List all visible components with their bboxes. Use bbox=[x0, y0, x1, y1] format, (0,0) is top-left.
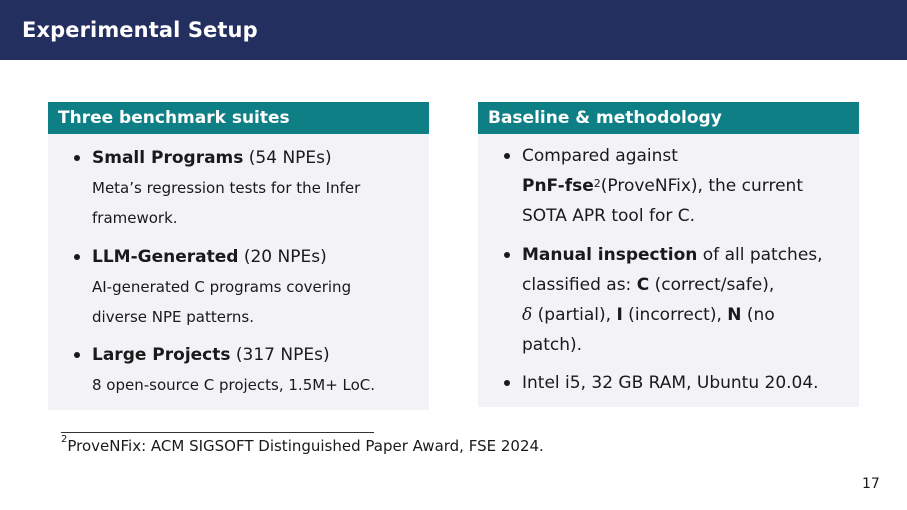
item-title-line: LLM-Generated (20 NPEs) bbox=[92, 242, 351, 272]
benchmark-suites-header: Three benchmark suites bbox=[48, 102, 429, 134]
bullet-icon bbox=[504, 252, 510, 258]
list-item-hardware: Intel i5, 32 GB RAM, Ubuntu 20.04. bbox=[504, 368, 819, 398]
item-desc: diverse NPE patterns. bbox=[92, 308, 254, 326]
class-c-desc: (correct/safe), bbox=[649, 275, 775, 295]
class-delta-desc: (partial), bbox=[532, 305, 617, 325]
list-item-llm-generated: LLM-Generated (20 NPEs) AI-generated C p… bbox=[74, 242, 352, 332]
item-count: (20 NPEs) bbox=[243, 247, 327, 267]
slide-title: Experimental Setup bbox=[22, 18, 258, 42]
footnote-mark: 2 bbox=[593, 177, 601, 190]
inspection-line-1: Manual inspection of all patches, bbox=[522, 240, 823, 270]
footnote-text: ProveNFix: ACM SIGSOFT Distinguished Pap… bbox=[67, 437, 544, 455]
bullet-icon bbox=[74, 254, 80, 260]
footnote-number: 2 bbox=[61, 434, 68, 445]
class-delta: δ bbox=[522, 305, 533, 325]
inspection-bold: Manual inspection bbox=[522, 245, 698, 265]
hardware-text: Intel i5, 32 GB RAM, Ubuntu 20.04. bbox=[522, 373, 819, 393]
bullet-icon bbox=[74, 155, 80, 161]
item-name: Large Projects bbox=[92, 345, 231, 365]
class-i: I bbox=[616, 305, 623, 325]
bullet-icon bbox=[504, 153, 510, 159]
footnote: 2ProveNFix: ACM SIGSOFT Distinguished Pa… bbox=[61, 434, 544, 455]
item-title-line: Small Programs (54 NPEs) bbox=[92, 143, 360, 173]
page-number: 17 bbox=[862, 476, 880, 492]
item-desc: Meta’s regression tests for the Infer bbox=[92, 179, 361, 197]
list-item-small-programs: Small Programs (54 NPEs) Meta’s regressi… bbox=[74, 143, 361, 233]
bullet-icon bbox=[504, 380, 510, 386]
footnote-divider bbox=[61, 432, 374, 433]
baseline-line-3: SOTA APR tool for C. bbox=[522, 206, 696, 226]
bullet-icon bbox=[74, 352, 80, 358]
methodology-block: Baseline & methodology Compared against … bbox=[478, 102, 859, 407]
methodology-header: Baseline & methodology bbox=[478, 102, 859, 134]
inspection-line-3: δ (partial), I (incorrect), N (no bbox=[522, 300, 823, 330]
inspection-line-4: patch). bbox=[522, 335, 583, 355]
title-bar: Experimental Setup bbox=[0, 0, 907, 60]
class-i-desc: (incorrect), bbox=[622, 305, 728, 325]
item-desc: AI-generated C programs covering bbox=[92, 278, 352, 296]
class-n-desc: (no bbox=[741, 305, 775, 325]
baseline-line-2-rest: (ProveNFix), the current bbox=[600, 176, 803, 196]
item-desc: 8 open-source C projects, 1.5M+ LoC. bbox=[92, 376, 376, 394]
item-count: (54 NPEs) bbox=[248, 148, 332, 168]
classified-as-label: classified as: bbox=[522, 275, 637, 295]
inspection-line-2: classified as: C (correct/safe), bbox=[522, 270, 823, 300]
inspection-line-1-rest: of all patches, bbox=[697, 245, 823, 265]
list-item-manual-inspection: Manual inspection of all patches, classi… bbox=[504, 240, 823, 360]
class-c: C bbox=[636, 275, 650, 295]
class-n: N bbox=[727, 305, 742, 325]
item-count: (317 NPEs) bbox=[235, 345, 330, 365]
item-name: LLM-Generated bbox=[92, 247, 239, 267]
item-desc: framework. bbox=[92, 209, 178, 227]
list-item-baseline: Compared against PnF-fse2(ProveNFix), th… bbox=[504, 141, 803, 231]
item-title-line: Large Projects (317 NPEs) bbox=[92, 340, 375, 370]
list-item-large-projects: Large Projects (317 NPEs) 8 open-source … bbox=[74, 340, 376, 400]
item-name: Small Programs bbox=[92, 148, 244, 168]
benchmark-suites-block: Three benchmark suites Small Programs (5… bbox=[48, 102, 429, 410]
baseline-line-1: Compared against bbox=[522, 146, 678, 166]
tool-name: PnF-fse bbox=[522, 176, 594, 196]
baseline-line-2: PnF-fse2(ProveNFix), the current bbox=[522, 171, 803, 201]
